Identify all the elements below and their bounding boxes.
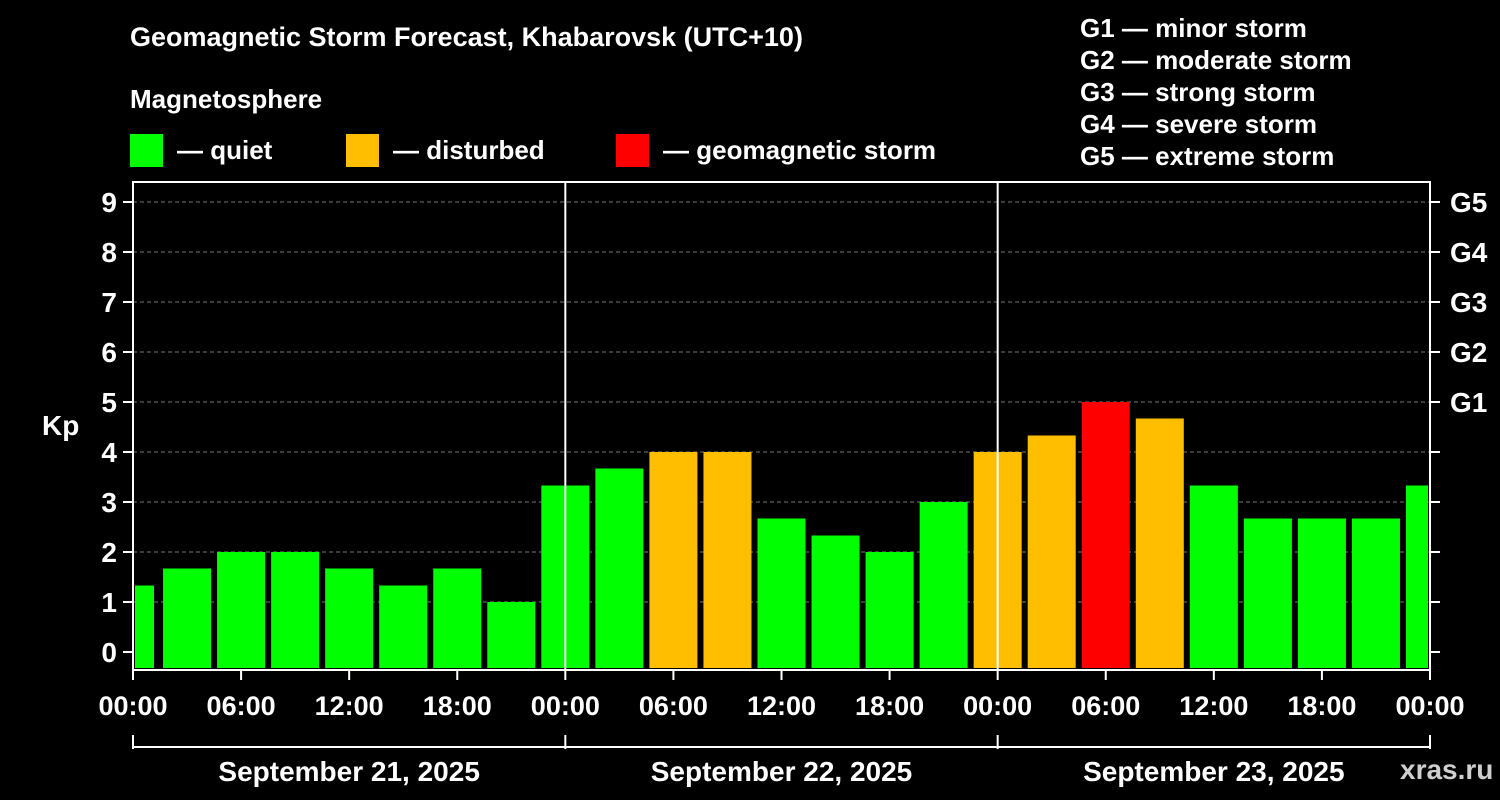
x-tick-label-9: 06:00 — [1071, 691, 1140, 721]
y-tick-label-2: 2 — [101, 537, 117, 568]
storm-level-g3: G3 — strong storm — [1080, 77, 1316, 107]
bar-5 — [379, 585, 428, 668]
storm-level-g1: G1 — minor storm — [1080, 13, 1307, 43]
bar-10 — [649, 452, 698, 668]
y-tick-label-4: 4 — [101, 437, 117, 468]
legend-storm-label: — geomagnetic storm — [663, 134, 937, 165]
x-tick-label-2: 12:00 — [315, 691, 384, 721]
storm-level-g2: G2 — moderate storm — [1080, 45, 1352, 75]
y-tick-label-8: 8 — [101, 237, 117, 268]
right-tick-label-g4: G4 — [1450, 237, 1488, 268]
bar-23 — [1351, 518, 1400, 668]
y-tick-label-7: 7 — [101, 287, 117, 318]
y-tick-label-6: 6 — [101, 337, 117, 368]
bar-18 — [1081, 402, 1130, 668]
bar-1 — [163, 568, 212, 668]
day-label-2: September 23, 2025 — [1083, 756, 1345, 787]
bar-14 — [865, 552, 914, 668]
y-tick-label-5: 5 — [101, 387, 117, 418]
x-tick-label-3: 18:00 — [423, 691, 492, 721]
bar-2 — [217, 552, 266, 668]
legend-disturbed-swatch — [346, 133, 379, 167]
bar-11 — [703, 452, 752, 668]
bar-17 — [1027, 435, 1076, 668]
x-tick-label-11: 18:00 — [1287, 691, 1356, 721]
bar-6 — [433, 568, 482, 668]
bar-7 — [487, 602, 536, 668]
bar-19 — [1135, 418, 1184, 668]
watermark: xras.ru — [1400, 754, 1494, 785]
x-tick-label-6: 12:00 — [747, 691, 816, 721]
x-tick-label-7: 18:00 — [855, 691, 924, 721]
x-tick-label-10: 12:00 — [1179, 691, 1248, 721]
chart-subtitle: Magnetosphere — [130, 84, 323, 114]
x-tick-label-1: 06:00 — [207, 691, 276, 721]
legend-storm-swatch — [616, 133, 649, 167]
bar-3 — [271, 552, 320, 668]
bar-24 — [1406, 485, 1428, 668]
y-tick-label-3: 3 — [101, 487, 117, 518]
x-tick-label-8: 00:00 — [963, 691, 1032, 721]
y-axis-label: Kp — [42, 410, 80, 441]
right-tick-label-g5: G5 — [1450, 187, 1487, 218]
legend-disturbed-label: — disturbed — [393, 134, 545, 165]
bar-22 — [1297, 518, 1346, 668]
y-tick-label-9: 9 — [101, 187, 117, 218]
legend-quiet-label: — quiet — [177, 134, 273, 165]
right-tick-label-g3: G3 — [1450, 287, 1487, 318]
x-tick-label-0: 00:00 — [98, 691, 167, 721]
bar-15 — [919, 502, 968, 668]
right-tick-label-g2: G2 — [1450, 337, 1487, 368]
right-tick-label-g1: G1 — [1450, 387, 1487, 418]
legend-quiet: — quiet — [130, 133, 272, 167]
legend-storm: — geomagnetic storm — [616, 133, 936, 167]
x-tick-label-5: 06:00 — [639, 691, 708, 721]
y-tick-label-0: 0 — [101, 637, 117, 668]
y-tick-label-1: 1 — [101, 587, 117, 618]
storm-level-g5: G5 — extreme storm — [1080, 141, 1335, 171]
legend-quiet-swatch — [130, 133, 163, 167]
bar-20 — [1189, 485, 1238, 668]
x-tick-label-12: 00:00 — [1395, 691, 1464, 721]
bar-9 — [595, 468, 644, 668]
day-label-1: September 22, 2025 — [651, 756, 913, 787]
bar-13 — [811, 535, 860, 668]
legend-disturbed: — disturbed — [346, 133, 545, 167]
bar-0 — [135, 585, 155, 668]
bar-21 — [1243, 518, 1292, 668]
chart-title: Geomagnetic Storm Forecast, Khabarovsk (… — [130, 22, 803, 52]
storm-level-g4: G4 — severe storm — [1080, 109, 1318, 139]
day-label-0: September 21, 2025 — [218, 756, 480, 787]
bar-4 — [325, 568, 374, 668]
storm-level-legend: G1 — minor storm G2 — moderate storm G3 … — [1080, 12, 1352, 172]
x-tick-label-4: 00:00 — [531, 691, 600, 721]
bar-12 — [757, 518, 806, 668]
